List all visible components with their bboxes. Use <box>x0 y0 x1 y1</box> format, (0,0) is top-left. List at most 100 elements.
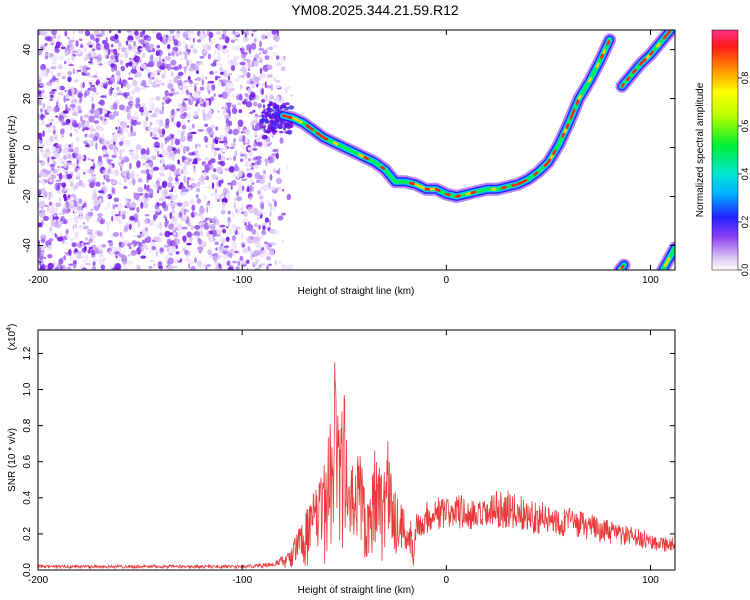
noise-speckle <box>66 36 70 40</box>
ridge-fragment-peak <box>620 264 625 269</box>
noise-speckle <box>66 233 70 240</box>
noise-speckle <box>201 241 207 248</box>
noise-speckle <box>105 36 108 44</box>
noise-speckle <box>93 36 96 42</box>
noise-speckle <box>93 231 97 238</box>
noise-speckle <box>156 45 161 49</box>
noise-speckle <box>222 254 228 260</box>
noise-speckle <box>55 41 61 49</box>
ridge-main-peak <box>606 40 611 46</box>
noise-speckle <box>259 67 263 74</box>
noise-speckle <box>184 53 188 61</box>
noise-speckle <box>211 173 217 180</box>
noise-speckle <box>108 265 113 269</box>
noise-speckle <box>176 130 180 134</box>
noise-speckle <box>117 119 120 127</box>
noise-speckle <box>53 35 57 39</box>
noise-speckle <box>43 264 48 270</box>
noise-speckle <box>254 53 260 59</box>
noise-speckle <box>139 247 144 252</box>
noise-speckle <box>182 51 189 56</box>
noise-speckle <box>148 78 152 85</box>
noise-speckle <box>181 185 186 189</box>
noise-speckle <box>103 42 110 50</box>
noise-speckle <box>247 185 250 193</box>
noise-speckle <box>275 152 279 160</box>
noise-speckle <box>247 147 253 151</box>
noise-speckle <box>73 196 77 202</box>
noise-speckle <box>54 266 60 270</box>
noise-speckle <box>233 78 240 82</box>
noise-speckle <box>158 79 162 85</box>
noise-speckle <box>264 158 268 162</box>
noise-speckle <box>181 156 187 161</box>
ridge-branch <box>615 30 675 93</box>
noise-speckle <box>222 228 227 234</box>
noise-speckle <box>144 192 149 199</box>
noise-speckle <box>67 249 72 255</box>
noise-speckle <box>183 98 190 101</box>
noise-speckle <box>182 66 188 69</box>
noise-speckle <box>277 105 280 109</box>
noise-speckle <box>91 93 95 96</box>
noise-speckle <box>219 236 225 242</box>
noise-speckle <box>215 247 218 251</box>
noise-speckle <box>188 177 195 182</box>
noise-speckle <box>161 37 168 45</box>
noise-speckle <box>76 122 82 129</box>
noise-speckle <box>65 104 68 111</box>
noise-speckle <box>264 55 270 61</box>
noise-speckle <box>56 144 63 147</box>
noise-speckle <box>156 32 162 40</box>
noise-speckle <box>236 196 243 202</box>
noise-speckle <box>266 64 273 71</box>
noise-speckle <box>251 262 259 265</box>
noise-speckle <box>40 234 47 241</box>
noise-speckle <box>178 130 184 136</box>
noise-speckle <box>172 108 175 115</box>
colorbar-ticks: 0.0 0.2 0.4 0.6 0.8 <box>738 72 750 276</box>
noise-speckle <box>136 206 140 213</box>
noise-speckle <box>168 223 175 230</box>
noise-speckle <box>218 153 222 161</box>
noise-speckle <box>176 121 181 128</box>
noise-speckle <box>115 70 121 77</box>
noise-speckle <box>167 265 174 270</box>
noise-speckle <box>266 31 272 37</box>
noise-speckle <box>56 95 61 102</box>
noise-speckle <box>281 102 287 109</box>
snr-y-tick-label: 0.8 <box>22 418 33 432</box>
noise-speckle <box>267 123 273 130</box>
noise-speckle <box>242 142 249 145</box>
noise-speckle <box>92 188 97 196</box>
noise-speckle <box>237 260 241 267</box>
noise-speckle <box>234 163 239 172</box>
noise-speckle <box>258 264 262 269</box>
noise-speckle <box>237 75 242 79</box>
spectrogram-y-tick-label: -40 <box>22 238 33 253</box>
noise-speckle <box>183 112 187 117</box>
noise-speckle <box>49 226 52 232</box>
noise-speckle <box>177 168 180 172</box>
noise-speckle <box>53 216 60 220</box>
noise-speckle <box>64 187 70 192</box>
noise-speckle <box>186 242 192 246</box>
noise-speckle <box>40 209 46 213</box>
noise-speckle <box>272 112 278 117</box>
noise-speckle <box>266 187 273 191</box>
noise-speckle <box>93 109 100 117</box>
noise-speckle <box>170 240 176 247</box>
noise-speckle <box>128 103 133 110</box>
noise-speckle <box>132 79 138 87</box>
noise-speckle <box>177 159 180 165</box>
ridge-main-peak <box>319 134 324 139</box>
noise-speckle <box>186 257 191 262</box>
noise-speckle <box>118 219 123 225</box>
noise-speckle <box>258 195 264 200</box>
ridge-main-peak <box>281 114 288 118</box>
noise-speckle <box>200 230 203 237</box>
noise-speckle <box>287 85 291 89</box>
noise-speckle <box>108 241 114 247</box>
noise-speckle <box>158 197 164 202</box>
noise-speckle <box>241 65 247 73</box>
